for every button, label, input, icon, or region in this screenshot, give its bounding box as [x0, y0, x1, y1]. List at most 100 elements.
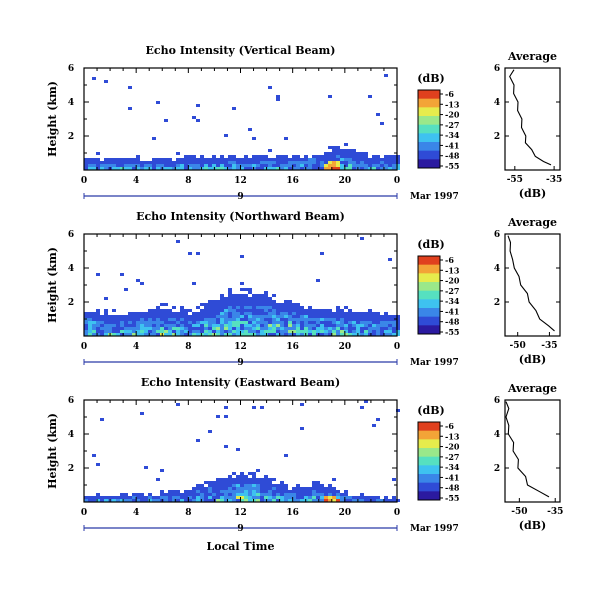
echo-cell	[276, 333, 280, 336]
echo-cell	[100, 167, 104, 170]
echo-cell	[180, 167, 184, 170]
echo-cell	[208, 333, 212, 336]
echo-cell	[132, 324, 136, 327]
colorbar-unit: (dB)	[417, 72, 444, 85]
echo-cell	[184, 164, 188, 167]
echo-cell	[284, 161, 288, 164]
echo-cell	[256, 499, 260, 502]
echo-cell	[184, 496, 188, 499]
echo-cell	[332, 312, 336, 315]
echo-cell	[304, 155, 308, 158]
echo-cell	[388, 333, 392, 336]
echo-cell	[252, 327, 256, 330]
echo-cell	[264, 327, 268, 330]
echo-cell	[88, 167, 92, 170]
echo-cell	[148, 493, 152, 496]
echo-cell	[172, 499, 176, 502]
echo-cell	[248, 333, 252, 336]
echo-cell	[160, 321, 164, 324]
echo-cell	[272, 496, 276, 499]
echo-cell	[348, 499, 352, 502]
echo-cell	[104, 324, 108, 327]
echo-cell	[356, 158, 360, 161]
echo-cell	[136, 164, 140, 167]
echo-cell	[164, 333, 168, 336]
echo-cell	[272, 312, 276, 315]
echo-cell	[124, 164, 128, 167]
echo-cell	[136, 321, 140, 324]
echo-cell	[312, 167, 316, 170]
echo-cell	[180, 318, 184, 321]
echo-cell	[140, 282, 144, 285]
echo-cell	[272, 324, 276, 327]
echo-cell	[340, 333, 344, 336]
echo-cell	[156, 164, 160, 167]
echo-cell	[288, 318, 292, 321]
echo-cell	[292, 309, 296, 312]
echo-cell	[164, 321, 168, 324]
echo-cell	[232, 318, 236, 321]
echo-cell	[156, 499, 160, 502]
echo-cell	[204, 330, 208, 333]
echo-cell	[152, 499, 156, 502]
echo-cell	[220, 333, 224, 336]
echo-cell	[284, 309, 288, 312]
colorbar-segment	[418, 290, 440, 300]
colorbar-segment	[418, 316, 440, 326]
echo-cell	[240, 490, 244, 493]
echo-cell	[328, 152, 332, 155]
echo-cell	[252, 490, 256, 493]
echo-cell	[316, 155, 320, 158]
echo-cell	[280, 155, 284, 158]
echo-cell	[220, 300, 224, 303]
echo-cell	[300, 167, 304, 170]
echo-cell	[392, 161, 396, 164]
echo-cell	[144, 333, 148, 336]
echo-cell	[196, 321, 200, 324]
echo-cell	[284, 312, 288, 315]
echo-cell	[292, 324, 296, 327]
echo-cell	[248, 303, 252, 306]
echo-cell	[284, 315, 288, 318]
echo-cell	[132, 499, 136, 502]
echo-cell	[212, 161, 216, 164]
echo-cell	[316, 324, 320, 327]
echo-cell	[380, 333, 384, 336]
echo-cell	[120, 315, 124, 318]
panel-2: Echo Intensity (Northward Beam)0 4 8 12 16 20…	[46, 210, 561, 368]
echo-cell	[264, 155, 268, 158]
echo-cell	[96, 158, 100, 161]
average-x-label: (dB)	[519, 519, 546, 532]
echo-cell	[344, 315, 348, 318]
average-profile-line	[507, 235, 555, 332]
echo-cell	[244, 155, 248, 158]
echo-cell	[248, 128, 252, 131]
echo-cell	[244, 306, 248, 309]
echo-cell	[200, 318, 204, 321]
colorbar-label: -13	[445, 99, 460, 109]
echo-cell	[272, 493, 276, 496]
echo-cell	[308, 493, 312, 496]
echo-cell	[332, 158, 336, 161]
x-tick-label: 0	[81, 508, 87, 518]
echo-cell	[112, 167, 116, 170]
echo-cell	[312, 309, 316, 312]
echo-cell	[220, 158, 224, 161]
echo-cell	[160, 161, 164, 164]
echo-cell	[288, 321, 292, 324]
echo-cell	[248, 167, 252, 170]
echo-cell	[316, 321, 320, 324]
echo-cell	[356, 327, 360, 330]
echo-cell	[164, 499, 168, 502]
echo-cell	[252, 406, 256, 409]
echo-cell	[236, 167, 240, 170]
echo-cell	[240, 484, 244, 487]
echo-cell	[248, 327, 252, 330]
echo-cell	[384, 318, 388, 321]
echo-cell	[296, 315, 300, 318]
echo-cell	[360, 161, 364, 164]
echo-cell	[280, 164, 284, 167]
echo-cell	[84, 496, 88, 499]
echo-cell	[180, 496, 184, 499]
echo-cell	[320, 164, 324, 167]
